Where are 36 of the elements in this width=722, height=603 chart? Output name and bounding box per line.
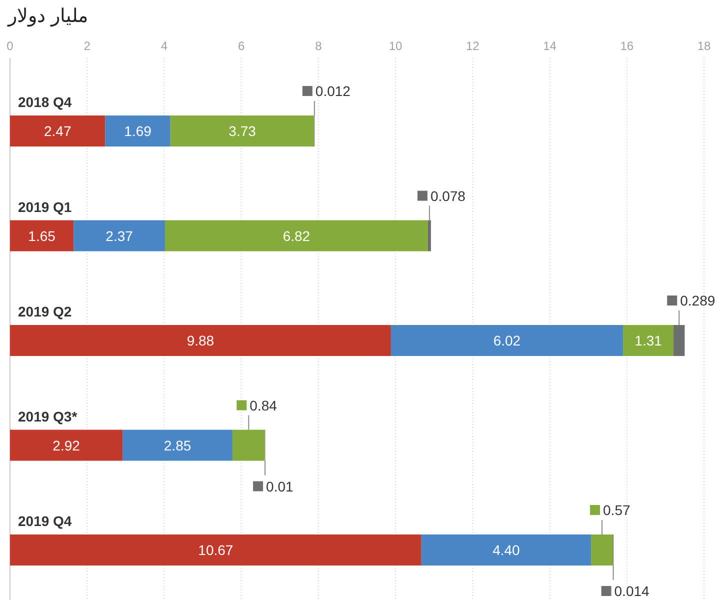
data-label: 1.31 <box>634 332 662 348</box>
x-axis-title: مليار دولار <box>7 5 88 27</box>
data-label: 2.92 <box>52 437 80 454</box>
data-label: 0.84 <box>250 397 278 414</box>
data-label: 2.85 <box>164 437 192 454</box>
y-tick-label: 2018 Q4 <box>18 94 72 110</box>
y-tick-label: 2019 Q2 <box>18 304 72 320</box>
y-tick-label: 2019 Q3* <box>18 408 78 424</box>
data-label: 2.47 <box>44 123 72 139</box>
data-label: 0.078 <box>430 188 466 204</box>
x-tick-label: 14 <box>543 39 557 53</box>
x-tick-label: 16 <box>620 39 634 53</box>
data-label: 0.014 <box>614 583 650 599</box>
x-tick-label: 10 <box>388 39 403 53</box>
data-label: 3.73 <box>228 123 256 139</box>
x-tick-label: 8 <box>315 39 322 53</box>
data-label: 9.88 <box>186 332 214 348</box>
x-tick-label: 12 <box>466 39 480 53</box>
y-tick-label: 2019 Q4 <box>18 513 72 529</box>
x-tick-label: 0 <box>6 39 14 53</box>
data-label: 10.67 <box>198 542 234 558</box>
data-label: 0.289 <box>680 292 716 308</box>
data-label: 1.65 <box>28 228 56 244</box>
y-tick-label: 2019 Q1 <box>18 198 72 215</box>
data-label: 1.69 <box>124 123 152 139</box>
x-tick-label: 18 <box>697 39 711 53</box>
data-label: 6.82 <box>282 228 310 244</box>
data-label: 4.40 <box>492 542 520 558</box>
data-label: 2.37 <box>106 228 134 244</box>
data-label: 6.02 <box>493 332 521 348</box>
x-tick-label: 2 <box>84 39 91 53</box>
data-label: 0.57 <box>603 502 630 518</box>
data-label: 0.012 <box>315 83 351 99</box>
x-tick-label: 6 <box>238 39 245 53</box>
x-tick-label: 4 <box>160 39 168 53</box>
data-label: 0.01 <box>266 478 294 494</box>
